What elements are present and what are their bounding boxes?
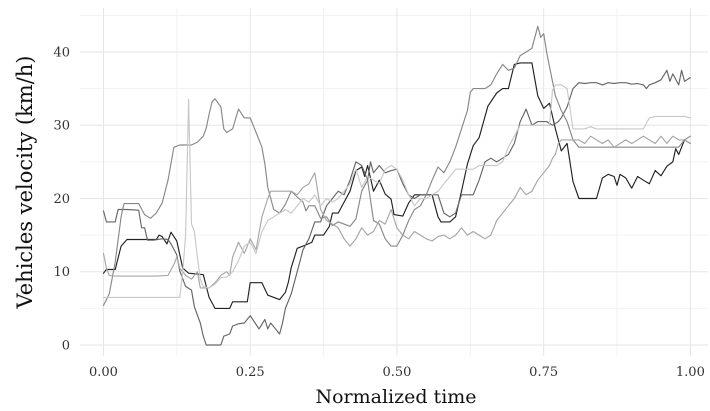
y-axis-title: Vehicles velocity (km/h)	[13, 56, 37, 310]
x-tick-label: 0.50	[382, 365, 411, 380]
grid	[80, 8, 708, 356]
series-line-1	[102, 62, 691, 309]
x-tick-label: 0.75	[529, 365, 558, 380]
series-line-4	[102, 135, 691, 289]
y-tick-label: 0	[62, 339, 70, 354]
y-axis-ticks: 0 10 20 30 40	[53, 45, 70, 353]
series-line-5	[102, 84, 691, 298]
y-tick-label: 10	[53, 265, 70, 280]
x-tick-label: 0.25	[236, 365, 265, 380]
y-tick-label: 40	[53, 45, 70, 60]
y-tick-label: 20	[53, 192, 70, 207]
series-layer	[102, 25, 691, 346]
y-tick-label: 30	[53, 119, 70, 134]
series-line-2	[102, 69, 691, 346]
x-tick-label: 0.00	[89, 365, 118, 380]
x-axis-ticks: 0.00 0.25 0.50 0.75 1.00	[89, 365, 705, 380]
x-axis-title: Normalized time	[315, 386, 476, 408]
series-line-3	[102, 25, 691, 306]
x-tick-label: 1.00	[676, 365, 705, 380]
